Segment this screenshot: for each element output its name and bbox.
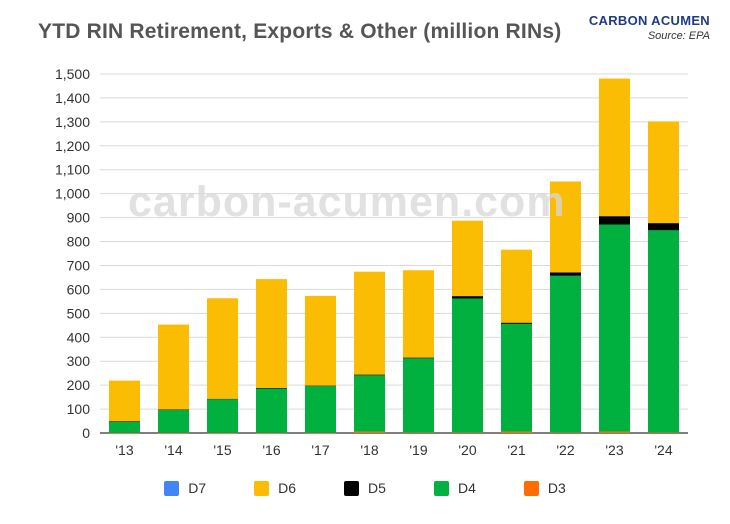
x-tick-label: '16 <box>262 442 280 458</box>
bar-d4 <box>109 421 140 433</box>
bar-d4 <box>207 399 238 433</box>
legend-swatch <box>523 480 539 496</box>
bar-d4 <box>452 298 483 433</box>
bar-d4 <box>256 388 287 433</box>
bar-d5 <box>354 374 385 376</box>
bar-d5 <box>599 216 630 225</box>
y-tick-label: 200 <box>67 377 91 393</box>
bar-d4 <box>305 386 336 433</box>
y-tick-label: 1,200 <box>55 138 90 154</box>
source-note: Source: EPA <box>647 30 710 42</box>
bar-d3 <box>550 432 581 434</box>
bar-d6 <box>648 121 679 224</box>
y-tick-label: 300 <box>67 353 91 369</box>
bar-d3 <box>599 431 630 433</box>
brand-logo-text: CARBON ACUMEN <box>588 13 710 28</box>
legend-item-d7: D7 <box>164 480 206 496</box>
bar-d6 <box>305 295 336 386</box>
bar-d3 <box>403 432 434 434</box>
legend-label: D4 <box>457 480 476 496</box>
x-tick-label: '19 <box>409 442 427 458</box>
legend-label: D6 <box>278 480 297 496</box>
x-tick-label: '21 <box>507 442 525 458</box>
brand-block: CARBON ACUMEN Source: EPA <box>589 13 710 42</box>
legend-label: D5 <box>368 480 386 496</box>
bar-d6 <box>158 324 189 410</box>
y-tick-label: 1,500 <box>55 66 90 82</box>
bar-d3 <box>256 432 287 434</box>
legend: D7 D6 D5 D4 D3 <box>0 480 730 496</box>
bar-d6 <box>256 279 287 389</box>
bar-d5 <box>158 409 189 411</box>
x-tick-label: '14 <box>164 442 182 458</box>
bar-d6 <box>207 298 238 399</box>
bar-d5 <box>648 223 679 231</box>
x-tick-label: '18 <box>360 442 378 458</box>
legend-item-d5: D5 <box>344 480 386 496</box>
x-tick-label: '13 <box>115 442 133 458</box>
bar-d6 <box>550 181 581 273</box>
y-tick-label: 1,000 <box>55 186 90 202</box>
legend-label: D3 <box>547 480 566 496</box>
y-tick-label: 800 <box>67 234 91 250</box>
bar-d4 <box>550 275 581 433</box>
legend-item-d4: D4 <box>433 480 476 496</box>
legend-label: D7 <box>188 480 207 496</box>
bar-d3 <box>501 431 532 433</box>
watermark: carbon-acumen.com <box>128 178 566 226</box>
bar-d5 <box>403 357 434 359</box>
legend-swatch <box>164 480 180 496</box>
bar-d3 <box>354 431 385 433</box>
bar-d4 <box>158 410 189 433</box>
bar-d5 <box>305 385 336 387</box>
y-tick-label: 1,400 <box>55 90 90 106</box>
bar-d6 <box>403 270 434 358</box>
bar-d4 <box>599 224 630 432</box>
bar-d4 <box>648 230 679 433</box>
bar-d3 <box>648 432 679 434</box>
bar-d6 <box>599 78 630 217</box>
legend-swatch <box>254 480 270 496</box>
y-tick-label: 100 <box>67 401 91 417</box>
bar-d4 <box>501 323 532 432</box>
bar-chart: 0 100 200 300 400 500 600 700 800 900 1,000 1,100 1,… <box>55 66 688 458</box>
y-tick-label: 700 <box>67 257 91 273</box>
bar-d3 <box>158 432 189 434</box>
x-tick-label: '22 <box>556 442 574 458</box>
y-tick-label: 1,300 <box>55 114 90 130</box>
x-tick-label: '20 <box>458 442 476 458</box>
bar-d4 <box>403 358 434 433</box>
x-tick-label: '24 <box>654 442 672 458</box>
bar-d3 <box>305 432 336 434</box>
bar-d5 <box>207 398 238 400</box>
y-tick-label: 1,100 <box>55 162 90 178</box>
y-tick-label: 500 <box>67 305 91 321</box>
bar-d6 <box>109 380 140 422</box>
legend-swatch <box>433 480 449 496</box>
bar-d6 <box>452 220 483 297</box>
legend-item-d6: D6 <box>254 480 296 496</box>
chart-title: YTD RIN Retirement, Exports & Other (mil… <box>38 20 562 43</box>
bar-d6 <box>501 249 532 323</box>
bar-d5 <box>256 388 287 389</box>
legend-item-d3: D3 <box>523 480 566 496</box>
bar-d3 <box>207 432 238 434</box>
bar-d5 <box>109 421 140 422</box>
y-tick-label: 400 <box>67 329 91 345</box>
y-tick-label: 600 <box>67 281 91 297</box>
legend-swatch <box>344 480 360 496</box>
x-tick-label: '15 <box>213 442 231 458</box>
bar-d4 <box>354 375 385 432</box>
x-tick-label: '23 <box>605 442 623 458</box>
bar-d5 <box>550 272 581 276</box>
bar-d5 <box>501 322 532 324</box>
y-tick-label: 0 <box>82 425 90 441</box>
y-tick-label: 900 <box>67 210 91 226</box>
bar-d3 <box>452 432 483 434</box>
bar-d3 <box>109 432 140 434</box>
bar-d5 <box>452 296 483 299</box>
bar-d6 <box>354 271 385 375</box>
x-tick-label: '17 <box>311 442 329 458</box>
